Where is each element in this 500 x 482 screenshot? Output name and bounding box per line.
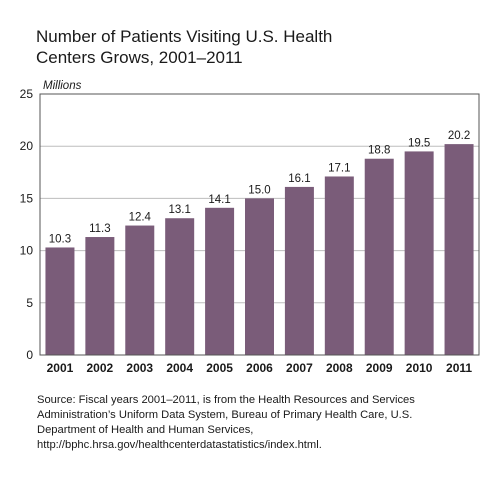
value-label-2005: 14.1 xyxy=(208,194,230,206)
chart-title: Number of Patients Visiting U.S. Health … xyxy=(36,26,476,68)
chart-title-line-1: Number of Patients Visiting U.S. Health xyxy=(36,27,333,46)
x-tick-label-2010: 2010 xyxy=(406,361,433,375)
x-tick-labels: 2001 2002 2003 2004 2005 2006 2007 2008 2009 2010… xyxy=(47,361,473,375)
value-label-2011: 20.2 xyxy=(448,130,470,142)
x-tick-label-2004: 2004 xyxy=(166,361,193,375)
y-axis-label: Millions xyxy=(43,80,82,92)
source-line-1: Source: Fiscal years 2001–2011, is from … xyxy=(37,394,415,406)
x-tick-label-2007: 2007 xyxy=(286,361,313,375)
bar-2005 xyxy=(205,207,235,355)
bar-2006 xyxy=(245,198,274,355)
value-labels: 10.3 11.3 12.4 13.1 14.1 15.0 16.1 17.1 18.8 19.5… xyxy=(49,130,470,245)
bar-2003 xyxy=(125,225,155,355)
source-line-2: Administration’s Uniform Data System, Bu… xyxy=(37,409,413,421)
x-tick-label-2009: 2009 xyxy=(366,361,393,375)
plot-frame xyxy=(39,93,480,356)
bar-2011 xyxy=(444,144,474,355)
value-label-2003: 12.4 xyxy=(129,212,152,224)
bar-2004 xyxy=(165,218,195,355)
source-note: Source: Fiscal years 2001–2011, is from … xyxy=(37,393,477,453)
source-line-3: Department of Health and Human Services, xyxy=(37,424,254,436)
x-tick-label-2005: 2005 xyxy=(206,361,233,375)
bar-2010 xyxy=(404,151,434,355)
bars xyxy=(45,144,474,355)
x-tick-label-2003: 2003 xyxy=(126,361,153,375)
x-tick-label-2008: 2008 xyxy=(326,361,353,375)
source-line-4: http://bphc.hrsa.gov/healthcenterdatasta… xyxy=(37,439,322,451)
value-label-2010: 19.5 xyxy=(408,137,430,149)
value-label-2004: 13.1 xyxy=(168,204,190,216)
y-tick-label-0: 0 xyxy=(26,348,33,362)
x-tick-label-2002: 2002 xyxy=(87,361,114,375)
value-label-2009: 18.8 xyxy=(368,145,390,157)
y-tick-labels: 0 5 10 15 20 25 xyxy=(20,87,34,362)
bar-chart: 10.3 11.3 12.4 13.1 14.1 15.0 16.1 17.1 18.8 19.5… xyxy=(20,80,480,375)
value-label-2001: 10.3 xyxy=(49,233,71,245)
bar-2002 xyxy=(85,237,115,355)
bar-2007 xyxy=(284,186,314,355)
value-label-2006: 15.0 xyxy=(248,184,270,196)
bar-2008 xyxy=(324,176,354,355)
x-tick-label-2011: 2011 xyxy=(446,361,472,375)
x-tick-label-2001: 2001 xyxy=(47,361,74,375)
y-tick-label-25: 25 xyxy=(20,87,34,101)
bar-2001 xyxy=(45,247,75,355)
value-label-2008: 17.1 xyxy=(328,162,350,174)
value-label-2002: 11.3 xyxy=(89,223,111,235)
x-tick-label-2006: 2006 xyxy=(246,361,273,375)
y-tick-label-10: 10 xyxy=(20,244,34,258)
y-tick-label-5: 5 xyxy=(26,296,33,310)
value-label-2007: 16.1 xyxy=(288,173,310,185)
y-tick-label-15: 15 xyxy=(20,191,34,205)
y-tick-label-20: 20 xyxy=(20,139,34,153)
chart-title-line-2: Centers Grows, 2001–2011 xyxy=(36,48,243,67)
bar-2009 xyxy=(364,158,394,355)
